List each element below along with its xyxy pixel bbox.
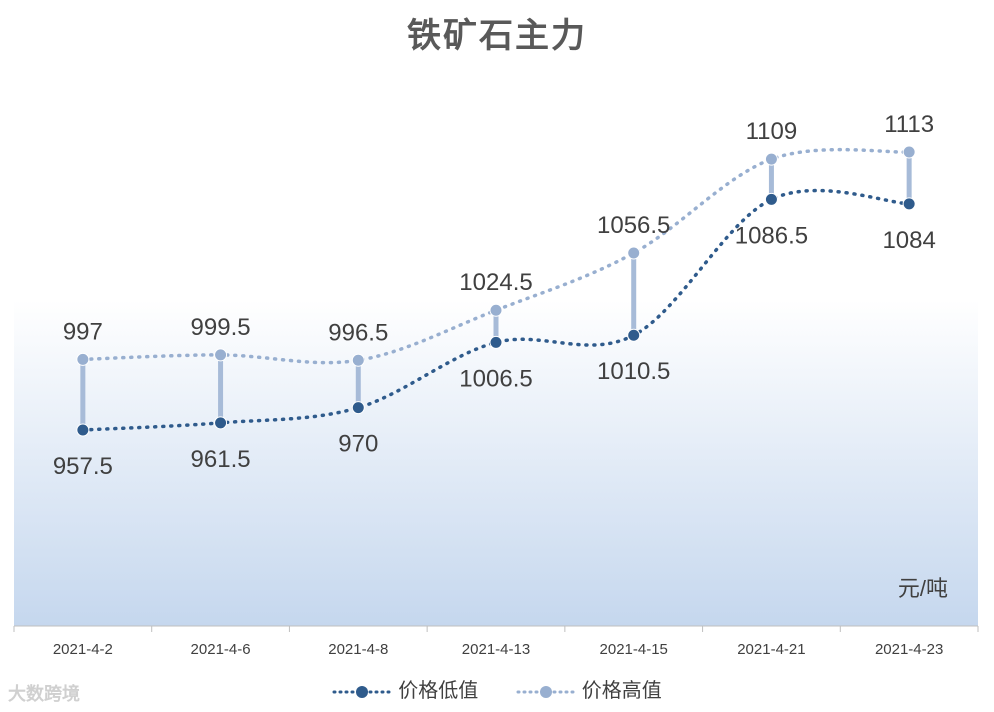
data-label-high: 1113: [884, 111, 934, 138]
data-point-high: [351, 353, 365, 367]
legend-label-low: 价格低值: [398, 680, 479, 702]
data-point-high: [76, 352, 90, 366]
data-point-high: [489, 303, 503, 317]
data-label-low: 1010.5: [597, 358, 670, 385]
x-tick-label: 2021-4-8: [328, 641, 388, 658]
data-point-low: [764, 192, 778, 206]
unit-label: 元/吨: [898, 576, 948, 601]
legend-swatch-low: [332, 685, 392, 698]
legend-item-high: 价格高值: [516, 674, 662, 703]
data-point-low: [351, 401, 365, 415]
data-point-high: [902, 145, 916, 159]
plot-background: [14, 300, 978, 626]
data-label-low: 1084: [882, 227, 935, 254]
data-label-high: 999.5: [191, 314, 251, 341]
x-tick-label: 2021-4-6: [191, 641, 251, 658]
data-point-low: [489, 335, 503, 349]
data-label-low: 970: [338, 431, 378, 458]
x-tick-label: 2021-4-2: [53, 641, 113, 658]
legend-label-high: 价格高值: [581, 680, 662, 702]
data-label-high: 1056.5: [597, 212, 670, 239]
data-label-high: 1024.5: [459, 269, 532, 296]
chart-title: 铁矿石主力: [407, 17, 587, 55]
data-point-low: [902, 197, 916, 211]
legend-swatch-high: [516, 685, 576, 698]
data-point-high: [764, 152, 778, 166]
data-label-high: 997: [63, 318, 103, 345]
x-tick-label: 2021-4-13: [462, 641, 530, 658]
x-tick-label: 2021-4-15: [600, 641, 668, 658]
data-label-low: 1086.5: [735, 222, 808, 249]
legend-item-low: 价格低值: [332, 674, 478, 703]
legend: 价格低值 价格高值: [0, 674, 994, 703]
data-label-high: 996.5: [328, 319, 388, 346]
data-label-low: 961.5: [191, 446, 251, 473]
data-point-high: [214, 348, 228, 362]
data-point-low: [627, 328, 641, 342]
data-point-low: [76, 423, 90, 437]
data-label-low: 1006.5: [459, 365, 532, 392]
x-tick-label: 2021-4-21: [737, 641, 805, 658]
data-point-high: [627, 246, 641, 260]
data-point-low: [214, 416, 228, 430]
x-tick-label: 2021-4-23: [875, 641, 943, 658]
watermark: 大数跨境: [8, 684, 80, 704]
data-label-low: 957.5: [53, 453, 113, 480]
data-label-high: 1109: [746, 118, 798, 145]
